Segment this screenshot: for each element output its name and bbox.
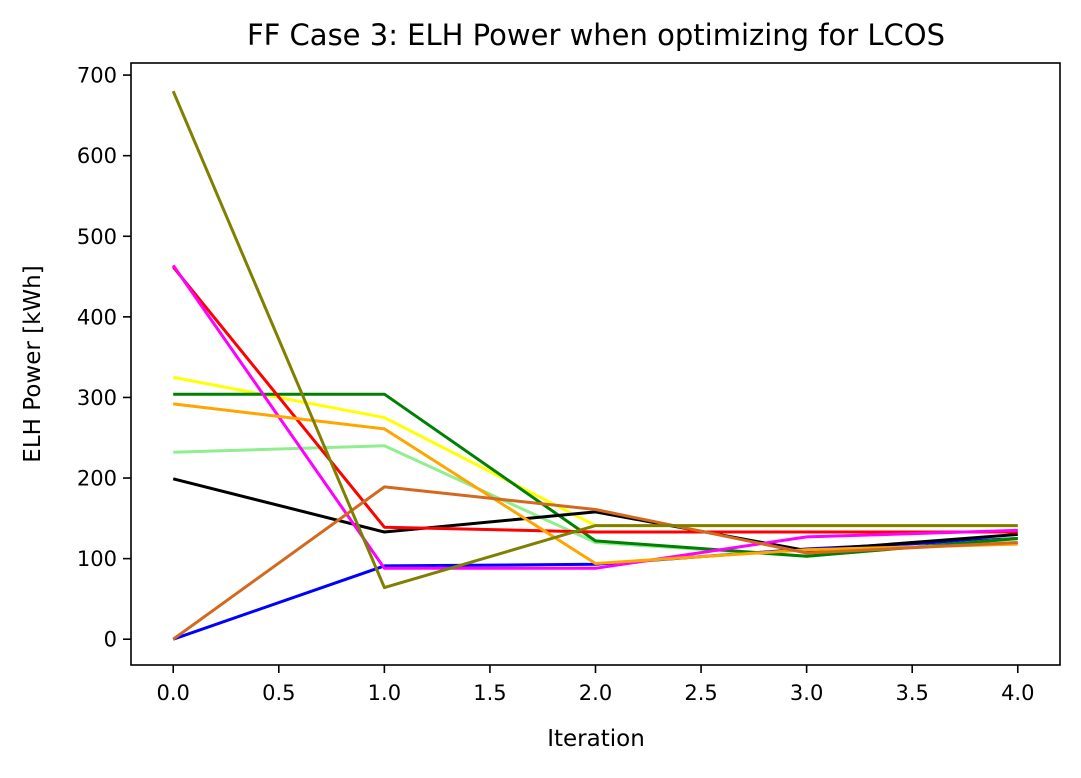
y-tick-label: 500	[77, 225, 117, 249]
y-tick-label: 600	[77, 144, 117, 168]
y-tick-label: 700	[77, 64, 117, 88]
y-axis-ticks: 0 100 200 300 400 500 600 700	[77, 64, 131, 652]
x-axis-ticks: 0.0 0.5 1.0 1.5 2.0 2.5 3.0 3.5 4.0	[157, 665, 1034, 705]
y-tick-label: 400	[77, 305, 117, 329]
x-tick-label: 1.0	[368, 681, 401, 705]
series-line-5	[172, 477, 1018, 553]
x-axis-label: Iteration	[547, 726, 645, 752]
y-tick-label: 300	[77, 386, 117, 410]
series-layer	[171, 90, 1018, 641]
x-tick-label: 2.5	[684, 681, 717, 705]
series-line-6	[172, 265, 1018, 534]
y-tick-label: 0	[104, 628, 117, 652]
x-tick-label: 3.0	[790, 681, 823, 705]
x-tick-label: 0.5	[262, 681, 295, 705]
y-axis-label: ELH Power [kWh]	[20, 265, 46, 462]
x-tick-label: 0.0	[157, 681, 190, 705]
series-line-10	[171, 90, 1018, 590]
series-line-9	[172, 485, 1018, 641]
y-tick-label: 200	[77, 467, 117, 491]
x-tick-label: 1.5	[473, 681, 506, 705]
x-tick-label: 2.0	[579, 681, 612, 705]
y-tick-label: 100	[77, 547, 117, 571]
chart-title: FF Case 3: ELH Power when optimizing for…	[247, 18, 945, 52]
x-tick-label: 4.0	[1001, 681, 1034, 705]
series-line-7	[171, 264, 1018, 570]
x-tick-label: 3.5	[896, 681, 929, 705]
